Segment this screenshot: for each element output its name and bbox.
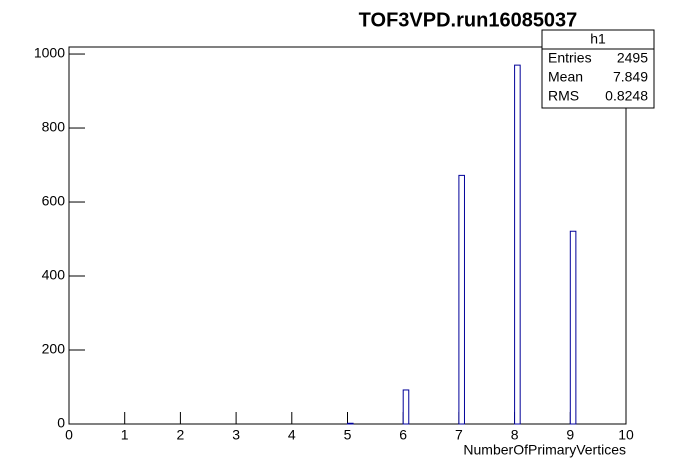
x-tick-label: 3 bbox=[232, 427, 240, 443]
y-tick-label: 1000 bbox=[34, 45, 65, 61]
x-tick-label: 8 bbox=[511, 427, 519, 443]
x-tick-label: 9 bbox=[566, 427, 574, 443]
x-tick-label: 7 bbox=[455, 427, 463, 443]
bar bbox=[569, 230, 577, 425]
stats-value: 0.8248 bbox=[605, 88, 648, 104]
y-tick-label: 200 bbox=[42, 341, 66, 357]
stats-box bbox=[541, 29, 655, 109]
stats-label: RMS bbox=[548, 88, 579, 104]
x-tick-label: 10 bbox=[618, 427, 634, 443]
chart-title: TOF3VPD.run16085037 bbox=[359, 9, 578, 31]
stats-label: Entries bbox=[548, 50, 592, 66]
stats-value: 2495 bbox=[617, 50, 648, 66]
x-tick-label: 2 bbox=[177, 427, 185, 443]
bar bbox=[458, 174, 465, 425]
x-tick-label: 1 bbox=[121, 427, 129, 443]
stats-title: h1 bbox=[590, 31, 606, 47]
x-axis-label: NumberOfPrimaryVertices bbox=[463, 442, 626, 458]
stats-label: Mean bbox=[548, 69, 583, 85]
x-tick-label: 6 bbox=[399, 427, 407, 443]
bar bbox=[514, 64, 521, 425]
x-tick-label: 5 bbox=[344, 427, 352, 443]
y-tick-label: 600 bbox=[42, 193, 66, 209]
x-tick-label: 0 bbox=[65, 427, 73, 443]
stats-value: 7.849 bbox=[613, 69, 648, 85]
y-tick-label: 0 bbox=[57, 415, 65, 431]
bar bbox=[347, 422, 354, 425]
x-tick-label: 4 bbox=[288, 427, 296, 443]
y-tick-label: 800 bbox=[42, 119, 66, 135]
y-tick-label: 400 bbox=[42, 267, 66, 283]
bar bbox=[402, 389, 410, 425]
